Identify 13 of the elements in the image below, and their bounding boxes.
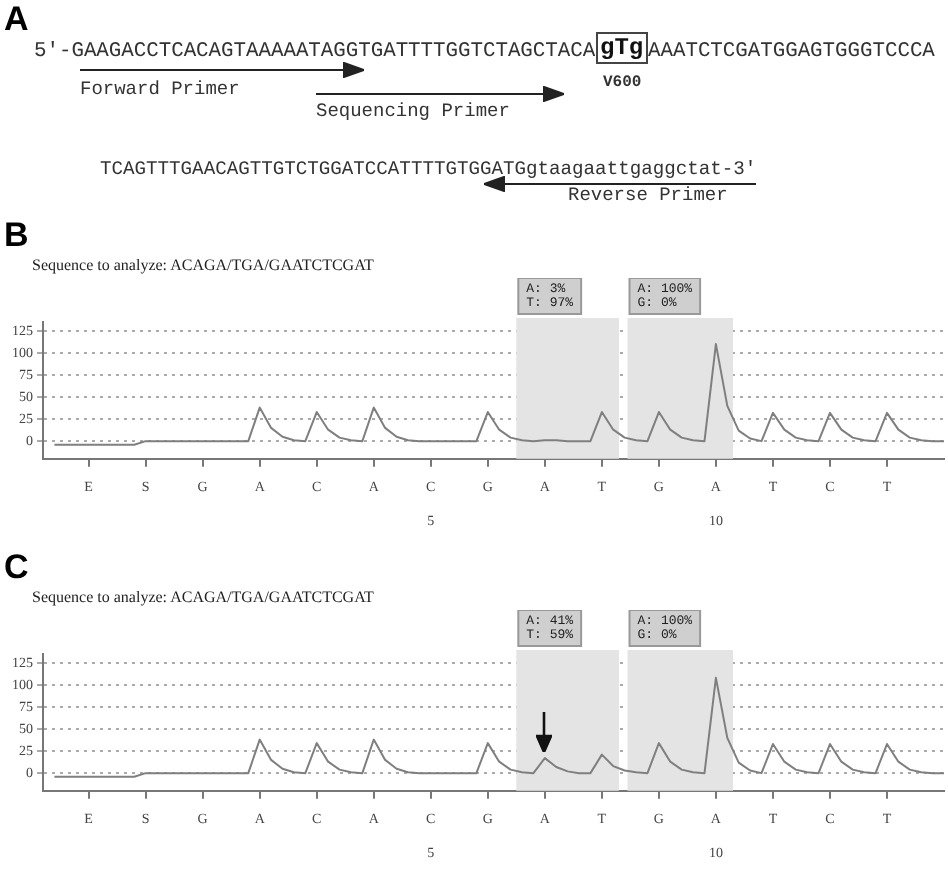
- text: 5′-GAAGACCTCACAGTAAAAATAGGTGATTTTGGTCTAGCTACA: [34, 40, 596, 64]
- chart-subtitle: Sequence to analyze: ACAGA/TGA/GAATCTCGAT: [32, 256, 374, 274]
- text: A: [4, 0, 29, 40]
- chart-title: C: [4, 548, 29, 588]
- text: AAATCTCGATGGAGTGGGTCCCA: [648, 40, 935, 64]
- text: Forward Primer: [80, 78, 240, 100]
- chart-title: B: [4, 216, 29, 256]
- text: V600: [603, 74, 642, 92]
- text: Sequencing Primer: [316, 100, 510, 122]
- text: gTg: [596, 32, 648, 64]
- chart-subtitle: Sequence to analyze: ACAGA/TGA/GAATCTCGAT: [32, 588, 374, 606]
- text: Reverse Primer: [568, 184, 728, 206]
- text: TCAGTTTGAACAGTTGTCTGGATCCATTTTGTGGATGgtaagaattgaggctat-3′: [100, 158, 757, 180]
